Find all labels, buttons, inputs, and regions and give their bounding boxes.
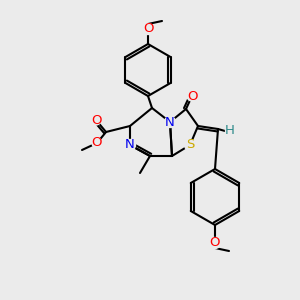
- Circle shape: [187, 91, 197, 101]
- Circle shape: [209, 238, 220, 248]
- Circle shape: [226, 127, 235, 136]
- Circle shape: [124, 140, 136, 151]
- Circle shape: [91, 115, 101, 125]
- Circle shape: [184, 140, 196, 151]
- Text: S: S: [186, 139, 194, 152]
- Text: N: N: [125, 139, 135, 152]
- Text: O: O: [187, 89, 197, 103]
- Circle shape: [142, 23, 154, 34]
- Text: O: O: [92, 136, 102, 149]
- Text: O: O: [143, 22, 153, 35]
- Circle shape: [164, 116, 175, 128]
- Text: N: N: [165, 116, 175, 128]
- Text: O: O: [210, 236, 220, 250]
- Circle shape: [92, 138, 102, 148]
- Text: O: O: [91, 113, 101, 127]
- Text: H: H: [225, 124, 235, 137]
